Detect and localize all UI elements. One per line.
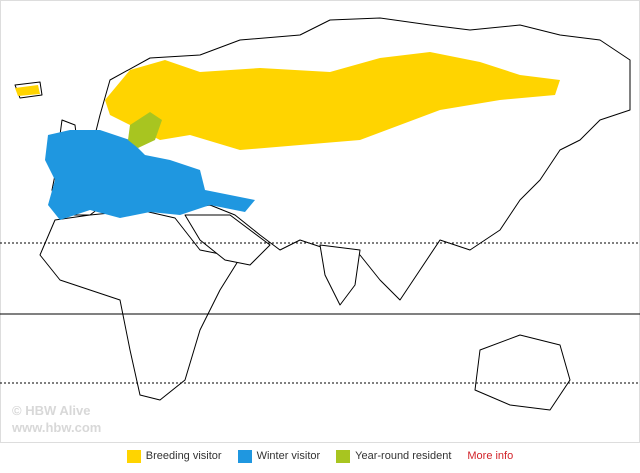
legend-item: Year-round resident <box>336 449 452 463</box>
legend-swatch <box>237 449 252 463</box>
arabia <box>184 214 271 266</box>
legend-item: Winter visitor <box>237 449 321 463</box>
legend-swatch <box>336 449 351 463</box>
resident-range <box>128 112 162 148</box>
australia <box>474 334 571 411</box>
winter-range <box>45 130 255 220</box>
breeding-range <box>105 52 560 150</box>
legend: Breeding visitor Winter visitor Year-round… <box>0 446 640 466</box>
range-map: © HBW Alive www.hbw.com <box>0 0 640 443</box>
watermark: © HBW Alive <box>12 403 90 418</box>
legend-swatch <box>126 449 141 463</box>
more-info-link[interactable]: More info <box>467 450 514 462</box>
breeding-range <box>15 85 40 96</box>
africa <box>39 209 241 401</box>
legend-item: Breeding visitor <box>126 449 222 463</box>
india <box>319 244 361 306</box>
legend-label: Winter visitor <box>256 450 321 462</box>
legend-label: Breeding visitor <box>145 450 222 462</box>
watermark: www.hbw.com <box>11 420 101 435</box>
legend-label: Year-round resident <box>355 450 452 462</box>
